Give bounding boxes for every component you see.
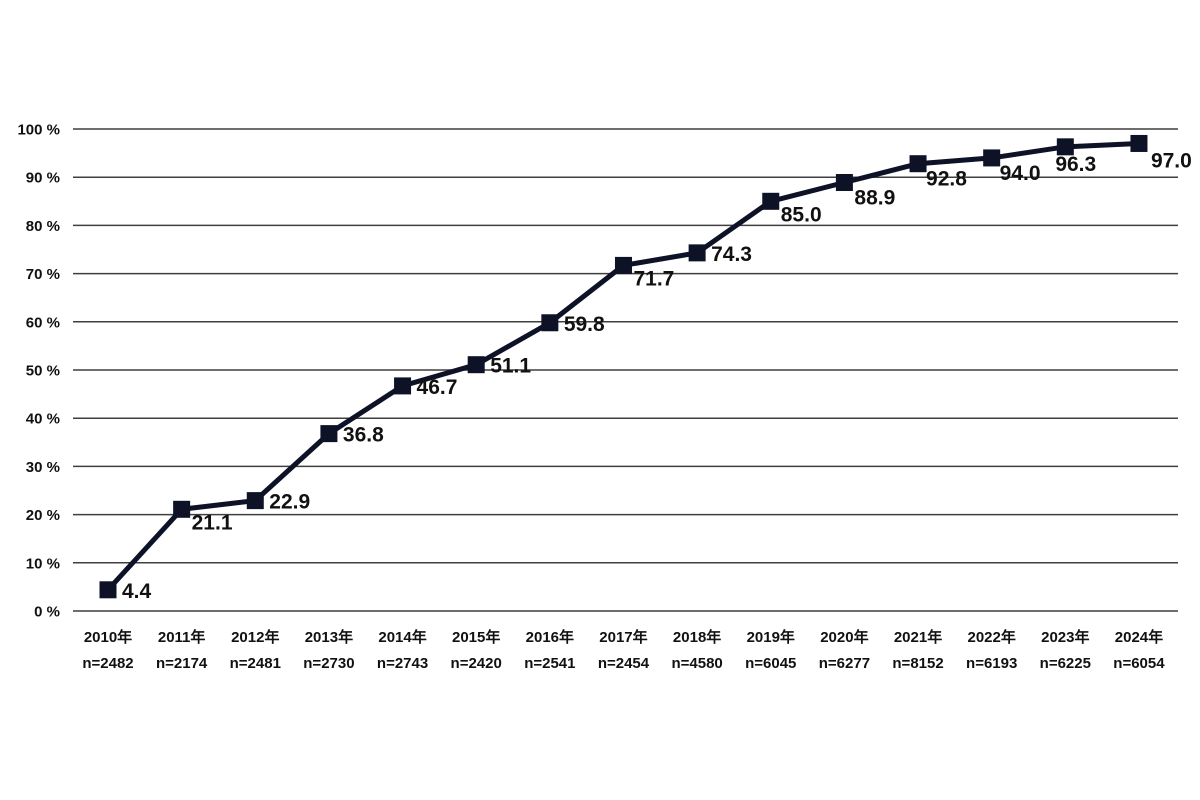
x-axis-year-label: 2022年	[967, 628, 1015, 646]
data-point-label: 59.8	[564, 313, 605, 336]
data-point-label: 71.7	[633, 267, 674, 290]
y-axis-tick-label: 30 %	[26, 459, 60, 476]
data-point-label: 94.0	[1000, 162, 1041, 185]
data-point-marker	[246, 492, 264, 510]
x-axis-year-label: 2014年	[378, 628, 426, 646]
data-point-label: 85.0	[781, 203, 822, 226]
data-point-marker	[688, 244, 706, 262]
data-point-label: 21.1	[192, 511, 233, 534]
x-axis-year-label: 2021年	[894, 628, 942, 646]
data-point-label: 96.3	[1055, 153, 1096, 176]
data-point-label: 88.9	[854, 187, 895, 210]
x-axis-year-label: 2018年	[673, 628, 721, 646]
data-point-label: 46.7	[417, 376, 458, 399]
y-axis-tick-label: 100 %	[17, 122, 60, 139]
data-point-label: 36.8	[343, 424, 384, 447]
x-axis-n-label: n=6054	[1113, 655, 1165, 672]
x-axis-n-label: n=2454	[598, 655, 650, 672]
y-axis-tick-label: 50 %	[26, 363, 60, 380]
x-axis-year-label: 2015年	[452, 628, 500, 646]
data-point-label: 4.4	[122, 580, 152, 603]
x-axis-year-label: 2020年	[820, 628, 868, 646]
x-axis-n-label: n=6193	[966, 655, 1017, 672]
x-axis-n-label: n=2482	[82, 655, 133, 672]
data-point-marker	[394, 377, 412, 395]
x-axis-n-label: n=2481	[230, 655, 281, 672]
y-axis-tick-label: 70 %	[26, 266, 60, 283]
data-point-label: 97.0	[1151, 149, 1192, 172]
data-point-marker	[614, 256, 632, 274]
data-line	[106, 140, 1140, 592]
data-point-marker	[983, 149, 1001, 167]
x-axis-year-label: 2012年	[231, 628, 279, 646]
x-axis-n-label: n=2730	[303, 655, 354, 672]
x-axis-n-label: n=2743	[377, 655, 428, 672]
y-axis-tick-label: 20 %	[26, 507, 60, 524]
x-axis-n-label: n=6225	[1040, 655, 1091, 672]
data-point-marker	[320, 425, 338, 443]
x-axis-year-label: 2016年	[526, 628, 574, 646]
x-axis-n-label: n=6277	[819, 655, 870, 672]
x-axis-year-label: 2017年	[599, 628, 647, 646]
y-axis-tick-label: 10 %	[26, 555, 60, 572]
x-axis-year-label: 2023年	[1041, 628, 1089, 646]
data-point-marker	[909, 155, 927, 173]
data-point-marker	[762, 192, 780, 210]
x-axis-n-label: n=2420	[451, 655, 502, 672]
y-axis-tick-label: 80 %	[26, 218, 60, 235]
data-point-label: 74.3	[711, 243, 752, 266]
data-point-marker	[173, 500, 191, 518]
x-axis-year-label: 2013年	[305, 628, 353, 646]
data-point-marker	[1130, 134, 1148, 152]
x-axis-n-label: n=8152	[892, 655, 943, 672]
data-point-marker	[541, 314, 559, 332]
data-point-marker	[1056, 138, 1074, 156]
y-axis-tick-label: 60 %	[26, 314, 60, 331]
data-point-label: 22.9	[269, 491, 310, 514]
y-axis-tick-label: 90 %	[26, 170, 60, 187]
x-axis-n-label: n=2174	[156, 655, 208, 672]
y-axis-tick-label: 40 %	[26, 411, 60, 428]
data-point-marker	[99, 581, 117, 599]
y-axis-tick-label: 0 %	[34, 604, 60, 621]
x-axis-n-label: n=4580	[671, 655, 722, 672]
x-axis-year-label: 2010年	[84, 628, 132, 646]
x-axis-year-label: 2019年	[747, 628, 795, 646]
x-axis-n-label: n=2541	[524, 655, 575, 672]
data-point-marker	[835, 174, 853, 192]
data-point-label: 51.1	[490, 355, 531, 378]
data-point-label: 92.8	[926, 168, 967, 191]
x-axis-year-label: 2011年	[158, 628, 206, 646]
x-axis-year-label: 2024年	[1115, 628, 1163, 646]
data-point-marker	[467, 356, 485, 374]
x-axis-n-label: n=6045	[745, 655, 796, 672]
